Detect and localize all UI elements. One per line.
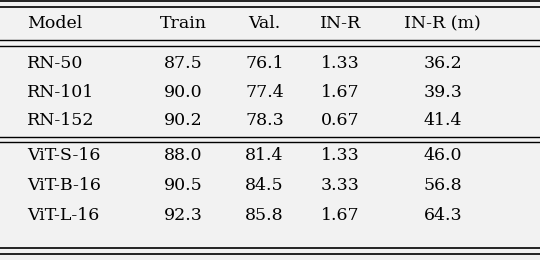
Text: RN-101: RN-101 <box>27 84 94 101</box>
Text: Val.: Val. <box>248 15 281 32</box>
Text: 39.3: 39.3 <box>423 84 462 101</box>
Text: Train: Train <box>160 15 207 32</box>
Text: 84.5: 84.5 <box>245 177 284 194</box>
Text: 88.0: 88.0 <box>164 147 203 165</box>
Text: IN-R: IN-R <box>320 15 361 32</box>
Text: 1.67: 1.67 <box>321 207 360 224</box>
Text: 90.2: 90.2 <box>164 112 203 129</box>
Text: 92.3: 92.3 <box>164 207 203 224</box>
Text: 1.67: 1.67 <box>321 84 360 101</box>
Text: 64.3: 64.3 <box>423 207 462 224</box>
Text: 1.33: 1.33 <box>321 55 360 72</box>
Text: 81.4: 81.4 <box>245 147 284 165</box>
Text: IN-R (m): IN-R (m) <box>404 15 481 32</box>
Text: 46.0: 46.0 <box>423 147 462 165</box>
Text: 56.8: 56.8 <box>423 177 462 194</box>
Text: ViT-S-16: ViT-S-16 <box>27 147 100 165</box>
Text: Model: Model <box>27 15 82 32</box>
Text: RN-50: RN-50 <box>27 55 83 72</box>
Text: 76.1: 76.1 <box>245 55 284 72</box>
Text: 90.0: 90.0 <box>164 84 203 101</box>
Text: 77.4: 77.4 <box>245 84 284 101</box>
Text: 3.33: 3.33 <box>321 177 360 194</box>
Text: RN-152: RN-152 <box>27 112 94 129</box>
Text: 87.5: 87.5 <box>164 55 203 72</box>
Text: 85.8: 85.8 <box>245 207 284 224</box>
Text: ViT-L-16: ViT-L-16 <box>27 207 99 224</box>
Text: 41.4: 41.4 <box>423 112 462 129</box>
Text: 1.33: 1.33 <box>321 147 360 165</box>
Text: 90.5: 90.5 <box>164 177 203 194</box>
Text: ViT-B-16: ViT-B-16 <box>27 177 101 194</box>
Text: 78.3: 78.3 <box>245 112 284 129</box>
Text: 0.67: 0.67 <box>321 112 360 129</box>
Text: 36.2: 36.2 <box>423 55 462 72</box>
